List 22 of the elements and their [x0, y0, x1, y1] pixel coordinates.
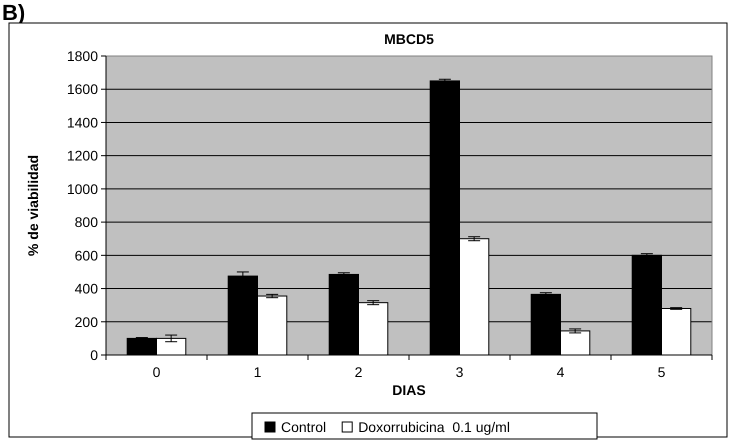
y-tick-label: 1600 [66, 81, 98, 98]
x-tick-label: 1 [254, 364, 262, 380]
y-tick-label: 0 [90, 347, 98, 363]
y-tick-label: 400 [74, 280, 98, 297]
y-axis-title: % de viabilidad [25, 154, 41, 256]
y-tick-label: 800 [74, 214, 98, 230]
y-tick-label: 600 [74, 247, 98, 264]
y-tick-label: 1800 [66, 48, 98, 64]
legend-label: Doxorrubicina 0.1 ug/ml [358, 419, 510, 435]
x-tick-label: 2 [354, 364, 363, 380]
x-tick-label: 3 [456, 364, 464, 380]
text: B) [2, 0, 26, 25]
y-tick-label: 1200 [66, 148, 98, 164]
x-tick-label: 0 [152, 364, 161, 380]
legend-label: Control [281, 419, 326, 435]
y-tick-label: 1000 [66, 180, 98, 197]
x-axis-title: DIAS [392, 382, 426, 398]
y-tick-label: 200 [74, 314, 98, 330]
y-tick-label: 1400 [66, 114, 98, 130]
x-tick-label: 5 [658, 364, 666, 380]
chart-title: MBCD5 [384, 31, 434, 47]
x-tick-label: 4 [556, 364, 565, 380]
